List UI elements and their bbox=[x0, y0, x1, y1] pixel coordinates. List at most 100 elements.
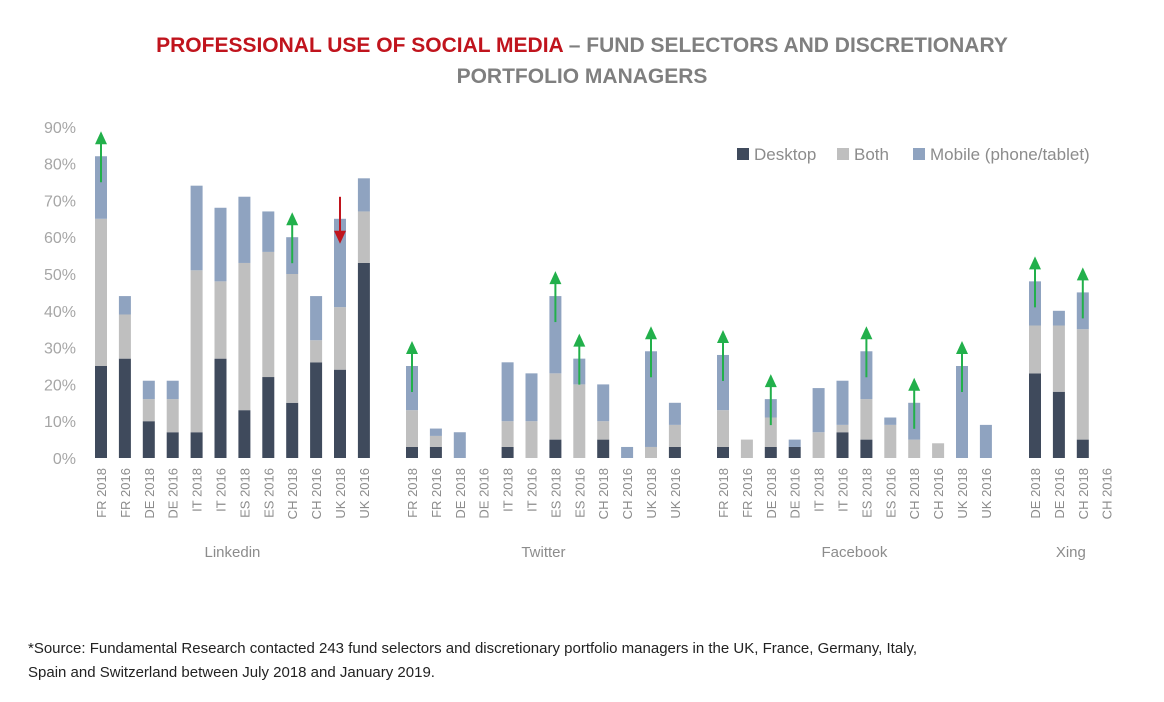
bar-segment-desktop bbox=[860, 439, 873, 458]
bar-segment-desktop bbox=[1052, 391, 1065, 458]
bar-segment-both bbox=[740, 439, 753, 458]
bar-segment-both bbox=[118, 314, 131, 359]
bar-segment-both bbox=[1029, 325, 1041, 374]
bar-segment-both bbox=[501, 421, 514, 447]
trend-arrow-up-icon bbox=[1076, 267, 1089, 281]
category-label: CH 2016 bbox=[309, 468, 324, 519]
bar-segment-desktop bbox=[238, 410, 251, 458]
bar-segment-desktop bbox=[406, 446, 418, 458]
category-label: ES 2016 bbox=[883, 468, 898, 518]
bar-segment-both bbox=[884, 424, 897, 458]
bar-segment-both bbox=[908, 439, 921, 458]
category-label: ES 2016 bbox=[261, 468, 276, 518]
chart-title: PROFESSIONAL USE OF SOCIAL MEDIA – FUND … bbox=[0, 30, 1164, 92]
bar-segment-mobile bbox=[979, 424, 992, 458]
bar-segment-mobile bbox=[310, 296, 323, 341]
category-label: FR 2018 bbox=[405, 468, 420, 518]
bar-segment-both bbox=[764, 417, 777, 447]
bar-segment-desktop bbox=[334, 369, 346, 458]
bar-segment-mobile bbox=[645, 351, 657, 447]
bar-segment-mobile bbox=[956, 366, 968, 458]
trend-arrow-up-icon bbox=[764, 374, 777, 388]
bar-segment-mobile bbox=[238, 196, 251, 263]
chart-title-highlight: PROFESSIONAL USE OF SOCIAL MEDIA bbox=[156, 34, 563, 57]
category-label: UK 2016 bbox=[979, 468, 994, 519]
legend-swatch bbox=[913, 148, 925, 160]
bar-segment-mobile bbox=[525, 373, 538, 422]
y-tick-label: 70% bbox=[44, 193, 76, 210]
bar-segment-desktop bbox=[1029, 373, 1041, 458]
bar-segment-both bbox=[668, 424, 681, 447]
category-label: FR 2016 bbox=[429, 468, 444, 518]
category-label: FR 2018 bbox=[716, 468, 731, 518]
footnote-line2: Spain and Switzerland between July 2018 … bbox=[28, 664, 435, 681]
category-label: IT 2018 bbox=[501, 468, 516, 512]
bar-segment-both bbox=[166, 399, 179, 433]
category-label: CH 2016 bbox=[620, 468, 635, 519]
bar-segment-both bbox=[406, 410, 418, 447]
bar-segment-both bbox=[812, 432, 825, 458]
trend-arrow-up-icon bbox=[645, 326, 657, 340]
trend-arrow-up-icon bbox=[717, 329, 729, 343]
bar-segment-mobile bbox=[334, 218, 346, 308]
bar-segment-desktop bbox=[286, 402, 299, 458]
trend-arrow-up-icon bbox=[406, 341, 418, 354]
bar-segment-mobile bbox=[812, 388, 825, 433]
trend-arrow-up-icon bbox=[573, 333, 586, 347]
y-tick-label: 20% bbox=[44, 377, 76, 394]
category-label: ES 2018 bbox=[548, 468, 563, 518]
bar-segment-both bbox=[549, 373, 562, 440]
bar-segment-mobile bbox=[142, 380, 155, 400]
trend-arrow-down-icon bbox=[334, 230, 346, 244]
bar-segment-desktop bbox=[95, 366, 107, 458]
bar-segment-both bbox=[597, 421, 610, 440]
bar-segment-both bbox=[932, 443, 945, 458]
trend-arrow-up-icon bbox=[549, 271, 562, 285]
bar-segment-both bbox=[214, 281, 227, 359]
legend-label: Desktop bbox=[754, 145, 816, 164]
bar-segment-mobile bbox=[95, 156, 107, 219]
bar-segment-desktop bbox=[262, 377, 275, 458]
legend-swatch bbox=[737, 148, 749, 160]
category-label: UK 2016 bbox=[668, 468, 683, 519]
y-tick-label: 50% bbox=[44, 267, 76, 284]
bar-segment-mobile bbox=[621, 446, 634, 458]
category-label: CH 2018 bbox=[907, 468, 922, 519]
bar-segment-both bbox=[429, 435, 442, 447]
chart-title-rest: – FUND SELECTORS AND DISCRETIONARY bbox=[562, 34, 1008, 57]
bar-segment-desktop bbox=[166, 432, 179, 458]
category-label: UK 2016 bbox=[357, 468, 372, 519]
bar-segment-mobile bbox=[788, 439, 801, 447]
bar-segment-both bbox=[286, 274, 299, 403]
y-tick-label: 60% bbox=[44, 230, 76, 247]
category-label: FR 2018 bbox=[94, 468, 109, 518]
category-label: FR 2016 bbox=[118, 468, 133, 518]
category-label: IT 2016 bbox=[214, 468, 229, 512]
category-label: DE 2016 bbox=[477, 468, 492, 519]
category-label: DE 2016 bbox=[1052, 468, 1067, 519]
group-label: Twitter bbox=[521, 544, 565, 561]
bar-segment-mobile bbox=[1052, 310, 1065, 326]
category-label: DE 2018 bbox=[764, 468, 779, 519]
stacked-bar-chart: 0% 10% 20% 30% 40% 50% 60% 70% 80% 90% FR 2018 FR 2… bbox=[44, 120, 1115, 561]
bar-segment-desktop bbox=[214, 358, 227, 458]
category-label: ES 2018 bbox=[859, 468, 874, 518]
bar-segment-mobile bbox=[214, 207, 227, 282]
bar-segment-desktop bbox=[549, 439, 562, 458]
bar-segment-both bbox=[573, 384, 586, 458]
category-label: CH 2018 bbox=[285, 468, 300, 519]
category-label: FR 2016 bbox=[740, 468, 755, 518]
chart-title-line2: PORTFOLIO MANAGERS bbox=[456, 65, 708, 88]
bar-segment-desktop bbox=[357, 262, 370, 458]
legend-swatch bbox=[837, 148, 849, 160]
category-label: ES 2016 bbox=[572, 468, 587, 518]
category-label: ES 2018 bbox=[237, 468, 252, 518]
category-label: UK 2018 bbox=[333, 468, 348, 519]
legend-label: Both bbox=[854, 145, 889, 164]
footnote-line1: *Source: Fundamental Research contacted … bbox=[28, 640, 918, 657]
bar-segment-mobile bbox=[190, 185, 203, 271]
bar-segment-desktop bbox=[501, 446, 514, 458]
bar-segment-both bbox=[836, 424, 849, 433]
bar-segment-desktop bbox=[190, 432, 203, 458]
bar-segment-desktop bbox=[118, 358, 131, 458]
